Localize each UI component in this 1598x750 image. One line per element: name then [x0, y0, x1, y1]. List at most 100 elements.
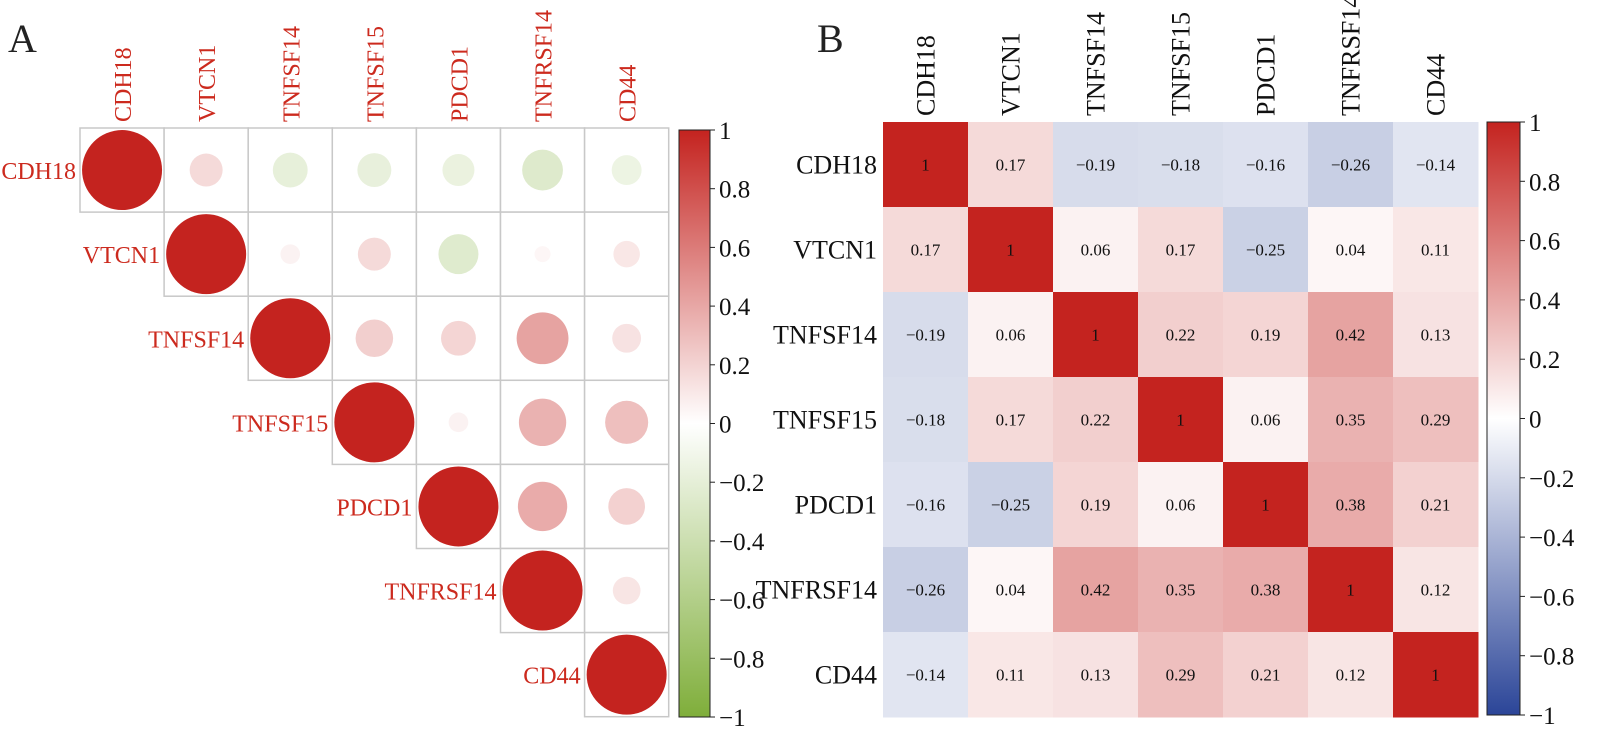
heatmap-cell	[1308, 207, 1394, 293]
heatmap-cell	[1308, 122, 1394, 208]
correlation-circle	[448, 412, 469, 433]
colorbar-tick-label: −0.6	[1529, 584, 1574, 611]
colorbar-tick-label: 0	[1529, 407, 1542, 434]
cell-value: 0.29	[1421, 411, 1451, 430]
cell-value: 0.06	[1081, 241, 1111, 260]
heatmap-cell	[1138, 207, 1224, 293]
row-label: TNFSF14	[148, 327, 244, 353]
column-label: CDH18	[912, 35, 941, 116]
cell-value: 0.22	[1081, 411, 1111, 430]
correlation-circle	[272, 152, 308, 188]
cell-value: 1	[921, 156, 930, 175]
cell-value: 0.04	[1336, 241, 1366, 260]
correlation-circle	[608, 488, 645, 525]
cell-value: 0.42	[1081, 581, 1111, 600]
row-label: VTCN1	[793, 236, 877, 265]
column-label: TNFSF14	[1082, 12, 1111, 116]
heatmap-cell	[883, 462, 969, 548]
heatmap-cell	[1223, 377, 1309, 463]
colorbar	[678, 129, 711, 718]
colorbar-tick-label: 1	[1529, 110, 1542, 137]
correlation-circle	[442, 154, 475, 187]
row-label: PDCD1	[795, 491, 877, 520]
heatmap-cell	[1223, 122, 1309, 208]
correlation-circle	[502, 550, 583, 631]
correlation-circle	[612, 323, 642, 353]
cell-value: 0.06	[996, 326, 1026, 345]
heatmap-cell	[1393, 547, 1479, 633]
heatmap-cell	[968, 462, 1054, 548]
correlation-circle	[517, 481, 568, 532]
heatmap-cell	[883, 547, 969, 633]
heatmap-cell	[1393, 377, 1479, 463]
cell-value: 0.11	[996, 666, 1025, 685]
cell-value: 0.19	[1251, 326, 1281, 345]
cell-value: 0.17	[996, 411, 1026, 430]
colorbar-tick-label: 0.4	[1529, 288, 1561, 315]
heatmap-cell	[1223, 462, 1309, 548]
heatmap-cell	[1138, 547, 1224, 633]
column-label: PDCD1	[1252, 34, 1281, 116]
colorbar-tick-label: 0.6	[1529, 229, 1560, 256]
row-label: CDH18	[1, 159, 76, 185]
heatmap-cell	[968, 632, 1054, 718]
heatmap-cell	[883, 632, 969, 718]
correlation-circle	[516, 312, 569, 365]
cell-value: −0.16	[906, 496, 945, 515]
cell-value: −0.18	[906, 411, 945, 430]
correlation-circle	[166, 214, 247, 295]
heatmap-cell	[968, 292, 1054, 378]
panel-b-label: B	[817, 16, 844, 61]
colorbar-tick-label: −0.2	[719, 470, 764, 497]
row-label: CDH18	[796, 151, 877, 180]
correlation-circle	[534, 246, 551, 263]
heatmap-cell	[1053, 377, 1139, 463]
cell-value: 0.06	[1251, 411, 1281, 430]
column-label: TNFRSF14	[532, 10, 558, 122]
heatmap-cell	[1393, 207, 1479, 293]
colorbar-tick-label: −1	[1529, 703, 1556, 730]
colorbar	[1486, 121, 1521, 716]
colorbar-tick-label: −0.4	[719, 529, 765, 556]
heatmap-cell	[883, 377, 969, 463]
colorbar-tick-label: 0.4	[719, 294, 751, 321]
cell-value: 0.35	[1166, 581, 1196, 600]
cell-value: 0.04	[996, 581, 1026, 600]
heatmap-cell	[1138, 122, 1224, 208]
column-label: CDH18	[111, 47, 137, 122]
cell-value: −0.26	[1331, 156, 1370, 175]
heatmap-cell	[1053, 462, 1139, 548]
row-label: TNFSF15	[232, 411, 328, 437]
correlation-circle	[280, 244, 301, 264]
cell-value: 1	[1346, 581, 1355, 600]
cell-value: 0.21	[1421, 496, 1451, 515]
heatmap-cell	[1138, 632, 1224, 718]
heatmap-cell	[968, 207, 1054, 293]
cell-value: −0.19	[1076, 156, 1115, 175]
cell-value: 0.42	[1336, 326, 1366, 345]
colorbar-tick-label: 0.8	[1529, 169, 1560, 196]
heatmap-cell	[1393, 292, 1479, 378]
colorbar-tick-label: 1	[719, 118, 732, 145]
cell-value: 0.38	[1251, 581, 1281, 600]
colorbar-tick-label: −0.2	[1529, 466, 1574, 493]
row-label: TNFSF15	[773, 406, 877, 435]
heatmap-cell	[1223, 547, 1309, 633]
correlation-circle	[613, 240, 640, 268]
correlation-circle	[355, 319, 394, 358]
heatmap-cell	[1053, 207, 1139, 293]
correlation-circle	[518, 398, 567, 447]
column-label: VTCN1	[195, 45, 221, 122]
column-label: CD44	[616, 65, 642, 122]
cell-value: −0.14	[1416, 156, 1456, 175]
cell-value: 0.35	[1336, 411, 1366, 430]
cell-value: 0.13	[1081, 666, 1111, 685]
colorbar-tick-label: 0.2	[719, 353, 750, 380]
colorbar-tick-label: −1	[719, 705, 746, 732]
colorbar-tick-label: −0.8	[719, 646, 764, 673]
cell-value: 0.38	[1336, 496, 1366, 515]
cell-value: −0.25	[1246, 241, 1285, 260]
colorbar-tick-label: 0	[719, 412, 732, 439]
heatmap-cell	[1308, 547, 1394, 633]
